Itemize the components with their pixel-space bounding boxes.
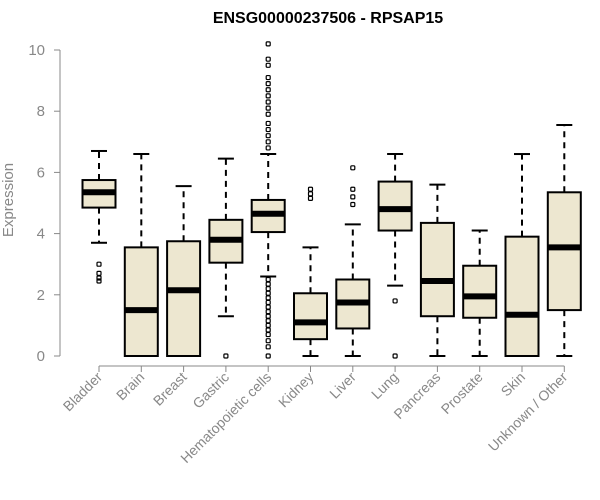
outlier-point [350, 201, 356, 208]
outlier-point [307, 195, 314, 202]
box-group [335, 165, 371, 357]
box-group [123, 153, 159, 357]
chart-title: ENSG00000237506 - RPSAP15 [213, 10, 443, 27]
y-tick-label: 10 [28, 42, 45, 59]
outlier-point [265, 126, 271, 133]
outlier-point [265, 120, 271, 127]
outlier-point [265, 276, 271, 283]
outlier-point [307, 186, 314, 192]
outlier-point [265, 62, 271, 68]
category-label: Prostate [438, 369, 486, 417]
box-group [250, 41, 286, 359]
outlier-point [307, 191, 314, 197]
outlier-point [265, 105, 271, 111]
box-group [166, 185, 202, 357]
category-label: Pancreas [390, 369, 443, 422]
outlier-point [265, 56, 271, 62]
outlier-point [96, 261, 102, 267]
outlier-point [265, 318, 271, 324]
y-tick-label: 6 [37, 164, 45, 181]
category-label: Skin [498, 369, 529, 400]
outlier-point [265, 327, 271, 333]
box-iqr [462, 264, 498, 319]
outlier-point [265, 309, 271, 315]
outlier-point [265, 344, 271, 350]
y-axis-label: Expression [0, 163, 17, 237]
box-group [377, 153, 413, 359]
box-group [462, 229, 498, 357]
outlier-point [265, 353, 271, 359]
outlier-point [265, 286, 271, 292]
box-iqr [546, 191, 582, 312]
box-iqr [377, 180, 413, 232]
y-tick-label: 2 [37, 287, 45, 304]
outlier-point [265, 322, 271, 328]
category-label: Liver [326, 369, 359, 402]
outlier-point [350, 186, 356, 192]
box-group [546, 123, 582, 357]
category-label: Lung [368, 369, 401, 402]
outlier-point [265, 145, 271, 151]
outlier-point [350, 165, 356, 171]
category-label: Bladder [60, 369, 106, 415]
outlier-point [350, 194, 356, 200]
outlier-point [265, 304, 271, 310]
outlier-point [265, 295, 271, 301]
box-iqr [166, 240, 202, 357]
outlier-point [265, 139, 271, 145]
y-tick-label: 8 [37, 103, 45, 120]
outlier-point [223, 353, 229, 359]
outlier-point [265, 87, 271, 93]
box-iqr [293, 292, 328, 341]
box-group [293, 186, 328, 357]
outlier-point [265, 290, 271, 296]
outlier-point [265, 133, 271, 139]
outlier-point [392, 298, 398, 304]
box-iqr [419, 221, 455, 318]
outlier-point [265, 338, 271, 344]
category-label: Unknown / Other [485, 369, 571, 455]
outlier-point [265, 281, 271, 287]
box-group [504, 153, 540, 357]
outlier-point [265, 74, 271, 81]
axes: 0 2 4 6 8 10 [28, 42, 565, 372]
outlier-point [265, 81, 271, 87]
y-tick-label: 0 [37, 348, 45, 365]
box-group [208, 157, 244, 359]
box-iqr [123, 246, 159, 357]
outlier-point [96, 278, 102, 284]
category-label: Kidney [275, 369, 317, 411]
outlier-point [96, 270, 102, 276]
outlier-point [96, 275, 102, 281]
outlier-point [265, 331, 271, 338]
box-group [81, 149, 117, 284]
box-group [419, 183, 455, 357]
category-label: Brain [113, 369, 147, 403]
y-tick-label: 4 [37, 226, 45, 243]
outlier-point [392, 353, 398, 359]
outlier-point [265, 93, 271, 99]
outlier-point [265, 41, 271, 47]
boxes [81, 41, 582, 359]
outlier-point [265, 111, 271, 117]
box-iqr [504, 235, 540, 357]
outlier-point [265, 313, 271, 319]
outlier-point [265, 299, 271, 306]
outlier-point [265, 99, 271, 105]
category-label: Breast [150, 369, 190, 409]
